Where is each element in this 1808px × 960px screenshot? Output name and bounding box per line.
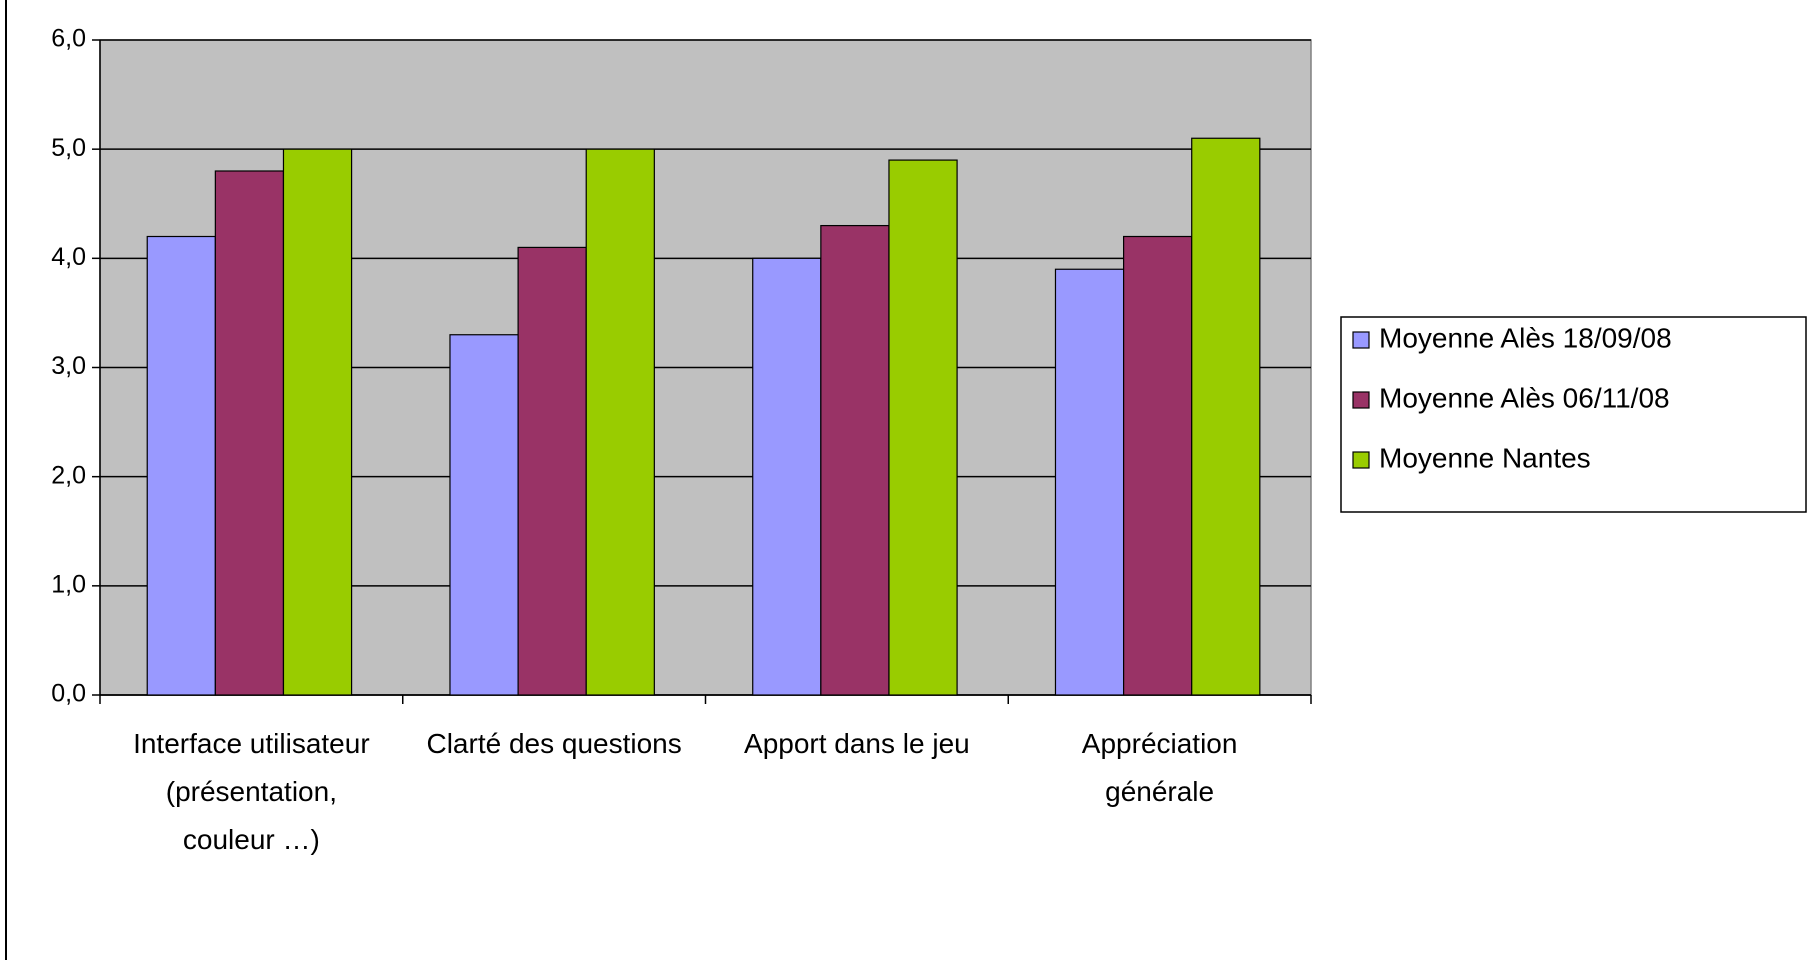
- legend-swatch: [1352, 331, 1370, 349]
- bar: [820, 224, 890, 696]
- y-tick-label: 2,0: [51, 461, 86, 489]
- legend-box: [1340, 316, 1807, 513]
- x-tick-label: Clarté des questions: [426, 728, 682, 759]
- x-tick-label: Apport dans le jeu: [744, 728, 970, 759]
- legend-swatch: [1352, 451, 1370, 469]
- bar: [282, 148, 353, 696]
- bar: [1054, 268, 1125, 696]
- bar: [449, 334, 519, 696]
- y-tick-label: 3,0: [51, 352, 86, 380]
- bar: [585, 148, 655, 696]
- legend-label: Moyenne Alès 18/09/08: [1379, 322, 1672, 353]
- x-tick-label: Appréciation générale: [1081, 728, 1238, 807]
- bar: [888, 159, 958, 696]
- bar: [752, 257, 822, 696]
- y-tick-label: 4,0: [51, 243, 86, 271]
- legend-label: Moyenne Nantes: [1379, 442, 1591, 473]
- bar: [1122, 235, 1193, 696]
- bar: [1191, 137, 1261, 696]
- bar: [214, 170, 285, 696]
- y-tick-label: 5,0: [51, 134, 86, 162]
- bar: [146, 235, 216, 696]
- y-tick-label: 1,0: [51, 570, 86, 598]
- legend-swatch: [1352, 391, 1370, 409]
- y-tick-label: 0,0: [51, 680, 86, 708]
- x-tick-label: Interface utilisateur (présentation, cou…: [133, 728, 370, 855]
- legend-label: Moyenne Alès 06/11/08: [1379, 382, 1670, 413]
- bar: [517, 246, 587, 696]
- y-tick-label: 6,0: [51, 25, 86, 53]
